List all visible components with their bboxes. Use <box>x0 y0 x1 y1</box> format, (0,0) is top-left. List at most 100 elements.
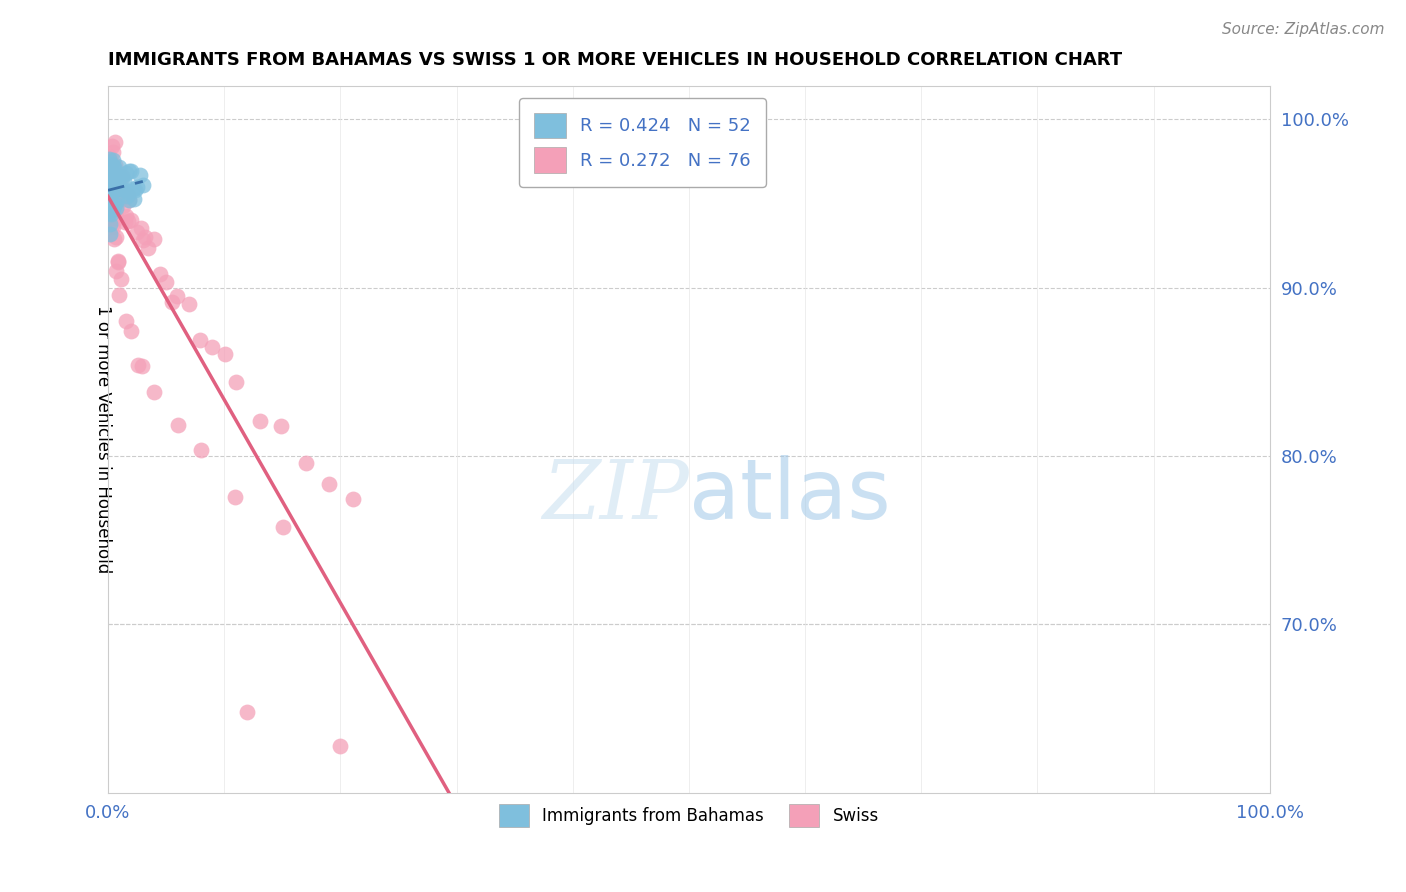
Point <box>121 182 143 196</box>
Point <box>124 184 146 198</box>
Point <box>100 169 122 183</box>
Point <box>136 241 159 255</box>
Point <box>104 186 127 200</box>
Text: Source: ZipAtlas.com: Source: ZipAtlas.com <box>1222 22 1385 37</box>
Point <box>110 271 132 285</box>
Point <box>201 340 224 354</box>
Point <box>104 168 127 182</box>
Point <box>108 193 131 207</box>
Point <box>111 199 134 213</box>
Point <box>98 161 121 176</box>
Point <box>271 520 294 534</box>
Point <box>114 314 136 328</box>
Point <box>132 178 155 193</box>
Point <box>98 152 121 166</box>
Point <box>101 139 124 153</box>
Point <box>134 230 156 244</box>
Point <box>100 210 122 224</box>
Point <box>98 180 121 194</box>
Point <box>100 202 122 217</box>
Point <box>103 181 125 195</box>
Point <box>98 217 121 231</box>
Point <box>100 186 122 200</box>
Point <box>97 200 120 214</box>
Point <box>120 212 142 227</box>
Point <box>108 172 131 186</box>
Point <box>118 164 141 178</box>
Point <box>188 333 211 347</box>
Legend: Immigrants from Bahamas, Swiss: Immigrants from Bahamas, Swiss <box>492 797 886 834</box>
Point <box>179 296 201 310</box>
Point <box>100 218 122 232</box>
Point <box>104 197 127 211</box>
Point <box>104 229 127 244</box>
Point <box>108 160 131 174</box>
Point <box>131 233 153 247</box>
Point <box>110 169 132 184</box>
Point <box>114 215 136 229</box>
Point <box>149 267 172 281</box>
Point <box>127 359 149 373</box>
Y-axis label: 1 or more Vehicles in Household: 1 or more Vehicles in Household <box>94 305 112 574</box>
Point <box>160 294 183 309</box>
Point <box>97 181 120 195</box>
Point <box>236 705 259 719</box>
Point <box>112 183 135 197</box>
Point <box>105 201 128 215</box>
Point <box>101 145 124 159</box>
Point <box>98 178 121 192</box>
Point <box>120 324 142 338</box>
Point <box>112 174 135 188</box>
Point <box>103 160 125 174</box>
Point <box>98 182 121 196</box>
Point <box>100 168 122 182</box>
Point <box>117 188 139 202</box>
Point <box>112 185 135 199</box>
Point <box>100 186 122 201</box>
Point <box>100 178 122 193</box>
Point <box>103 173 125 187</box>
Point <box>107 253 129 268</box>
Point <box>107 182 129 196</box>
Point <box>101 220 124 235</box>
Point <box>107 255 129 269</box>
Point <box>101 170 124 185</box>
Point <box>98 174 121 188</box>
Point <box>118 194 141 208</box>
Text: ZIP: ZIP <box>541 456 689 536</box>
Point <box>111 169 134 183</box>
Point <box>101 211 124 225</box>
Point <box>103 232 125 246</box>
Point <box>97 203 120 218</box>
Point <box>114 209 136 223</box>
Point <box>295 456 318 470</box>
Point <box>129 168 152 182</box>
Point <box>214 346 236 360</box>
Point <box>105 169 128 184</box>
Point <box>125 225 148 239</box>
Point <box>117 185 139 199</box>
Point <box>190 443 212 458</box>
Point <box>225 375 247 389</box>
Point <box>100 189 122 203</box>
Point <box>103 153 125 168</box>
Point <box>143 384 166 399</box>
Point <box>129 221 152 235</box>
Point <box>97 149 120 163</box>
Point <box>143 232 166 246</box>
Point <box>100 157 122 171</box>
Point <box>103 205 125 219</box>
Point <box>98 227 121 241</box>
Point <box>98 192 121 206</box>
Point <box>125 179 148 194</box>
Point <box>120 163 142 178</box>
Point <box>104 182 127 196</box>
Point <box>98 181 121 195</box>
Point <box>98 153 121 167</box>
Point <box>111 170 134 185</box>
Text: atlas: atlas <box>689 455 890 536</box>
Point <box>103 202 125 216</box>
Point <box>104 135 127 149</box>
Point <box>98 174 121 188</box>
Point <box>98 159 121 173</box>
